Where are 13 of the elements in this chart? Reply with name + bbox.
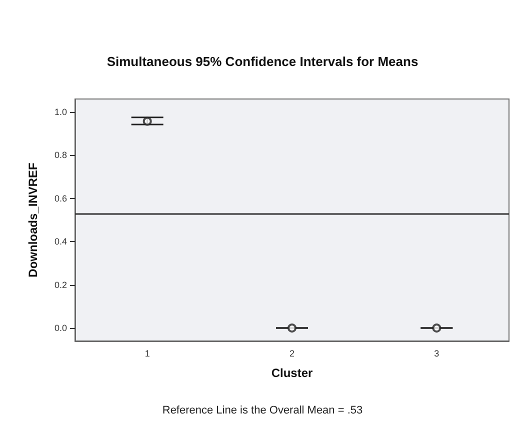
y-tick-label: 1.0 bbox=[54, 106, 67, 117]
y-tick-label: 0.0 bbox=[54, 323, 67, 334]
y-tick-label: 0.8 bbox=[54, 150, 67, 160]
y-tick-label: 0.6 bbox=[54, 193, 67, 204]
x-tick-label: 1 bbox=[144, 348, 150, 358]
text: Reference Line is the Overall Mean = .53 bbox=[162, 404, 363, 416]
chart-title: Simultaneous 95% Confidence Intervals for Means bbox=[106, 54, 418, 69]
x-tick-label: 2 bbox=[289, 348, 295, 358]
y-tick-label: 0.2 bbox=[54, 280, 67, 290]
x-tick-label: 3 bbox=[434, 348, 440, 358]
x-axis-title: Cluster bbox=[271, 366, 313, 380]
y-tick-label: 0.4 bbox=[54, 236, 67, 247]
y-axis-title: Downloads_INVREF bbox=[26, 162, 40, 278]
